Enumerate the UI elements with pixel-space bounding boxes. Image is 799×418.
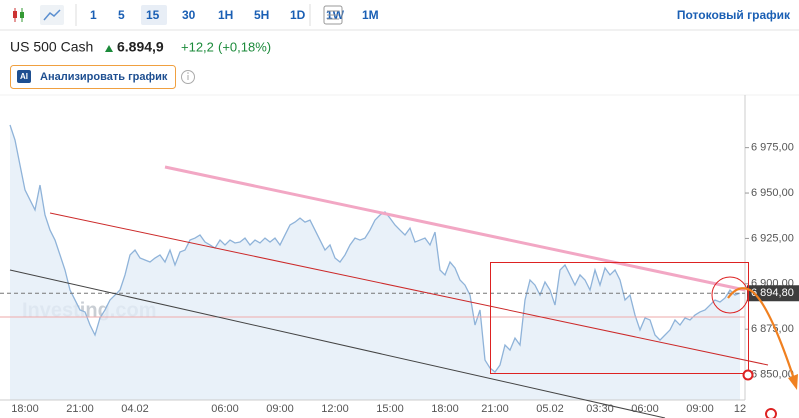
target-dot	[765, 408, 777, 418]
trend-line	[9, 269, 666, 418]
up-arrow	[105, 45, 113, 52]
x-tick-label: 06:00	[211, 403, 239, 415]
trend-line	[164, 165, 746, 292]
interval[interactable]: 15	[146, 8, 160, 22]
analyze-button[interactable]: AI Анализировать график	[10, 65, 195, 89]
interval[interactable]: 5	[118, 8, 125, 22]
toolbar: 1 5 15 30 1H 5H 1D 1W 1M Потоковый график	[0, 4, 799, 31]
x-tick-label: 21:00	[481, 403, 509, 415]
icon-part	[13, 11, 17, 18]
x-tick-label: 03:30	[586, 403, 614, 415]
x-tick-label: 05.02	[536, 403, 564, 415]
highlight-box	[490, 262, 749, 374]
streaming-link[interactable]: Потоковый график	[677, 8, 791, 22]
target-dot	[742, 369, 754, 381]
button-label[interactable]: Анализировать график	[40, 71, 168, 83]
change: +12,2	[181, 39, 214, 54]
x-tick-label: 12:00	[321, 403, 349, 415]
change-pct: (+0,18%)	[218, 39, 271, 54]
x-tick-label: 21:00	[66, 403, 94, 415]
button-frame[interactable]	[10, 65, 176, 89]
info-icon-part	[187, 72, 189, 74]
x-tick-label: 04.02	[121, 403, 149, 415]
y-tick-label: 6 925,00	[751, 232, 794, 244]
x-tick-label: 15:00	[376, 403, 404, 415]
line	[9, 124, 741, 373]
area	[10, 124, 740, 401]
trend-line	[49, 212, 769, 366]
icon-line	[43, 9, 61, 21]
interval[interactable]: 5H	[254, 8, 269, 22]
interval[interactable]: 1M	[362, 8, 379, 22]
x-tick-label: 09:00	[686, 403, 714, 415]
interval[interactable]: 30	[182, 8, 196, 22]
highlight-circle	[711, 276, 749, 314]
y-tick-label: 6 975,00	[751, 142, 794, 154]
quote: US 500 Cash 6.894,9 +12,2 (+0,18%)	[10, 39, 271, 55]
icon-part	[20, 12, 24, 18]
x-tick-label: 12	[734, 403, 746, 415]
ai-badge-text: AI	[20, 72, 28, 81]
instrument-name: US 500 Cash	[10, 39, 93, 55]
y-tick-label: 6 850,00	[751, 368, 794, 380]
projection-arrow	[727, 287, 797, 383]
candle-icon[interactable]	[10, 5, 28, 25]
price: 6.894,9	[117, 39, 164, 55]
interval[interactable]: 1H	[218, 8, 233, 22]
y-tick-label: 6 950,00	[751, 187, 794, 199]
arrow-head	[788, 374, 798, 390]
interval[interactable]: 1	[90, 8, 97, 22]
price-tag	[747, 285, 799, 302]
x-tick-label: 09:00	[266, 403, 294, 415]
x-tick-label: 18:00	[431, 403, 459, 415]
x-tick-label: 18:00	[11, 403, 39, 415]
y-tick-label: 6 875,00	[751, 323, 794, 335]
price-tag-label: 6 894,80	[751, 287, 794, 299]
table-icon[interactable]	[323, 5, 343, 25]
interval[interactable]: 1D	[290, 8, 306, 22]
ai-badge	[17, 70, 31, 83]
active-interval	[141, 5, 167, 25]
drawings	[0, 165, 777, 418]
info-icon[interactable]	[181, 70, 195, 84]
